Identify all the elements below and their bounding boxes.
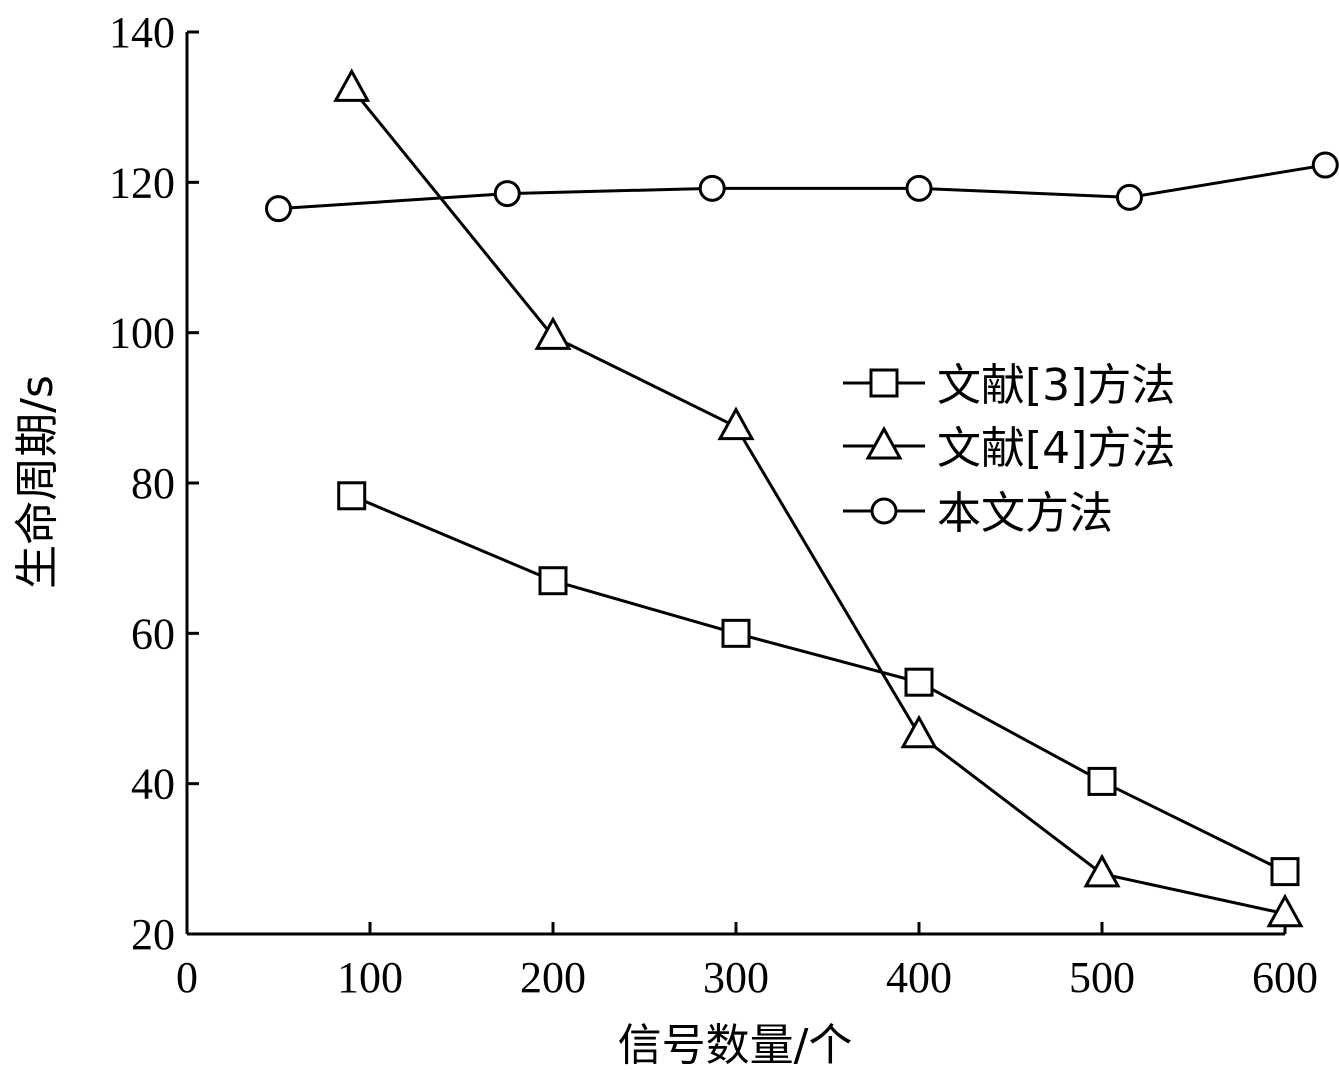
x-axis-ticks: 0 100 200 300 400 500 600: [176, 922, 1318, 1002]
data-point-square: [538, 566, 568, 596]
data-series: [265, 68, 1339, 928]
y-axis-title: 生命周期/s: [12, 375, 63, 589]
y-tick-label: 100: [109, 309, 175, 358]
series-square: [337, 481, 1300, 887]
x-tick-label: 400: [886, 953, 952, 1002]
y-tick-label: 20: [131, 910, 175, 959]
legend-label: 文献[4]方法: [937, 423, 1175, 474]
data-point-square: [904, 667, 934, 697]
data-point-circle: [1115, 183, 1143, 211]
y-tick-label: 40: [131, 760, 175, 809]
legend-label: 本文方法: [937, 488, 1113, 539]
x-axis-title: 信号数量/个: [618, 1020, 853, 1070]
data-point-square: [337, 481, 367, 511]
data-point-triangle: [900, 714, 938, 749]
data-point-triangle: [1266, 893, 1304, 928]
data-point-triangle: [534, 316, 572, 350]
data-point-circle: [1311, 151, 1339, 179]
legend-marker-circle: [870, 497, 898, 525]
legend-item: 本文方法: [843, 488, 1113, 539]
data-point-square: [1087, 766, 1117, 796]
x-tick-label: 0: [176, 953, 198, 1002]
x-tick-label: 600: [1252, 953, 1318, 1002]
data-point-square: [721, 618, 751, 648]
legend-label: 文献[3]方法: [937, 360, 1175, 411]
data-point-circle: [905, 174, 933, 202]
series-line-circle: [278, 163, 1326, 211]
series-line-square: [351, 494, 1286, 873]
data-point-square: [1270, 857, 1300, 887]
legend-item: 文献[3]方法: [843, 360, 1175, 411]
series-circle: [265, 151, 1339, 223]
y-tick-label: 60: [131, 609, 175, 658]
y-tick-label: 140: [109, 8, 175, 57]
y-tick-label: 80: [131, 459, 175, 508]
legend-marker-square: [869, 368, 899, 398]
data-point-circle: [698, 174, 726, 202]
data-point-circle: [493, 180, 521, 208]
x-tick-label: 100: [337, 953, 403, 1002]
legend-marker-triangle: [865, 425, 903, 460]
data-point-circle: [265, 195, 292, 223]
data-point-triangle: [1083, 853, 1121, 888]
y-tick-label: 120: [109, 158, 175, 207]
legend-item: 文献[4]方法: [843, 423, 1175, 474]
x-tick-label: 300: [703, 953, 769, 1002]
x-tick-label: 200: [520, 953, 586, 1002]
series-triangle: [333, 68, 1304, 928]
series-line-triangle: [350, 87, 1286, 916]
x-tick-label: 500: [1069, 953, 1135, 1002]
data-point-triangle: [717, 406, 755, 441]
data-point-triangle: [333, 68, 371, 102]
y-axis-ticks: 20 40 60 80 100 120 140: [109, 8, 199, 959]
